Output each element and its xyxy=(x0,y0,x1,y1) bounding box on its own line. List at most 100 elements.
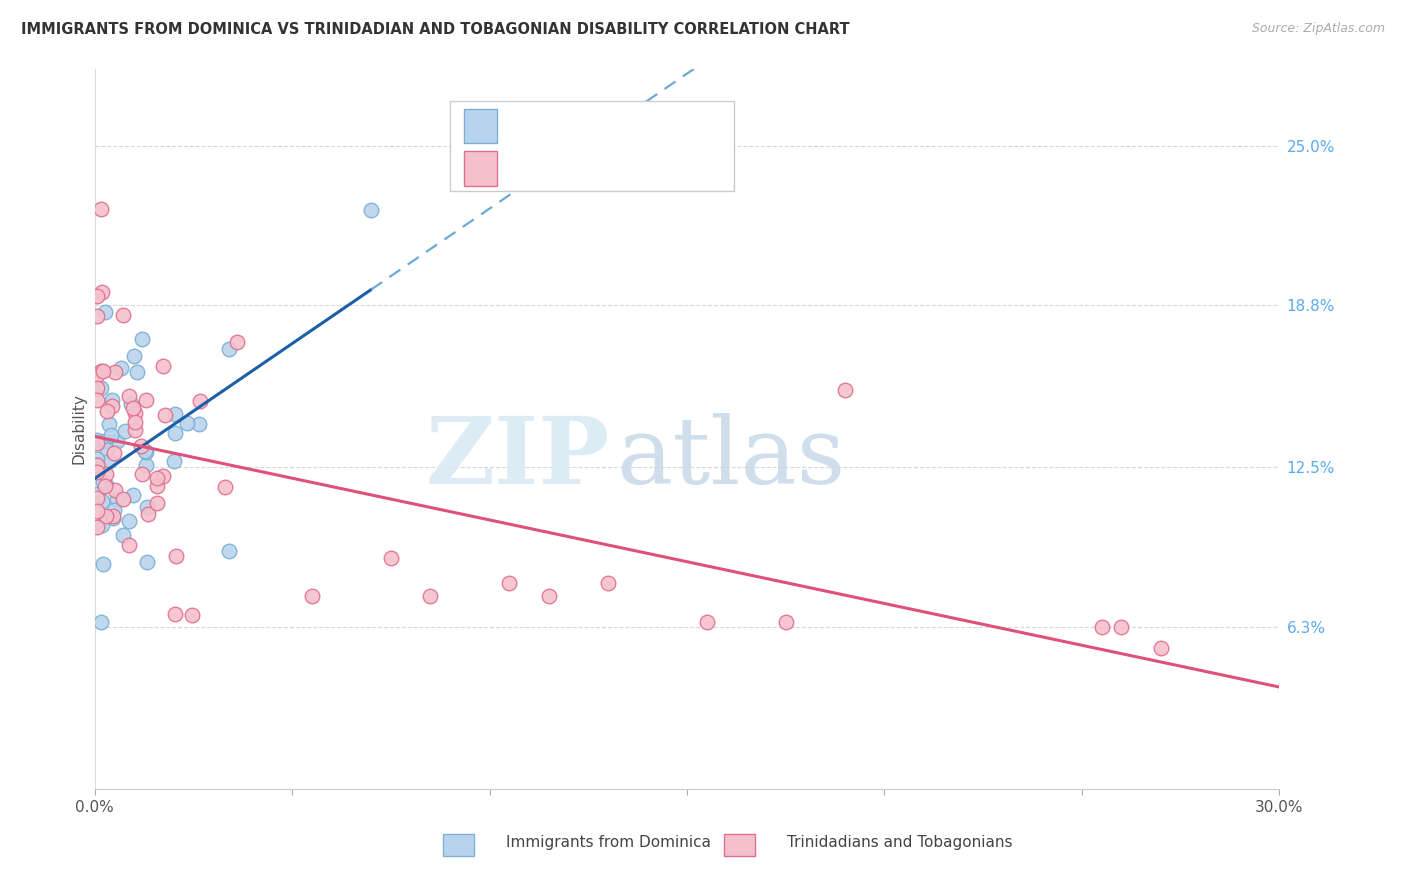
Point xyxy=(105,491,128,506)
Point xyxy=(135,458,157,473)
Point xyxy=(98,454,121,468)
Point xyxy=(122,401,145,416)
Text: Trinidadians and Tobagonians: Trinidadians and Tobagonians xyxy=(787,836,1012,850)
Text: ZIP: ZIP xyxy=(426,413,610,503)
Point xyxy=(122,349,145,363)
Point xyxy=(86,392,108,407)
Point xyxy=(163,426,186,441)
Point xyxy=(163,453,186,467)
Point xyxy=(165,549,187,563)
Text: Source: ZipAtlas.com: Source: ZipAtlas.com xyxy=(1251,22,1385,36)
Point xyxy=(124,415,146,429)
Point xyxy=(86,433,108,447)
Point xyxy=(90,364,112,378)
Point xyxy=(103,508,125,523)
Point xyxy=(90,615,112,629)
Point xyxy=(131,467,153,482)
Point xyxy=(91,557,114,571)
Point xyxy=(86,435,108,450)
Text: 60: 60 xyxy=(688,160,711,178)
FancyBboxPatch shape xyxy=(464,152,498,186)
Point xyxy=(834,383,856,397)
Text: Immigrants from Dominica: Immigrants from Dominica xyxy=(506,836,711,850)
Point xyxy=(100,428,122,442)
Point xyxy=(226,335,249,350)
Text: R =: R = xyxy=(508,160,543,178)
Point xyxy=(103,510,125,524)
Point xyxy=(180,607,202,622)
Point xyxy=(121,488,143,502)
Point xyxy=(1111,620,1133,634)
Point xyxy=(187,417,209,432)
Point xyxy=(153,408,176,422)
Point xyxy=(152,469,174,483)
Point xyxy=(118,389,141,403)
Point xyxy=(89,460,111,475)
Point xyxy=(96,442,118,457)
Point xyxy=(97,417,120,432)
Point xyxy=(124,423,146,437)
Point xyxy=(96,404,118,418)
Point xyxy=(94,508,117,523)
Point xyxy=(112,308,135,322)
Point xyxy=(91,475,114,490)
Point xyxy=(90,517,112,532)
Point xyxy=(129,439,152,453)
Point xyxy=(91,493,114,508)
Point xyxy=(125,365,148,379)
Point xyxy=(380,550,402,565)
Point xyxy=(101,399,124,413)
Point xyxy=(86,463,108,477)
Point xyxy=(498,576,520,591)
Point xyxy=(165,607,187,621)
Point xyxy=(145,496,167,510)
Point xyxy=(301,589,323,603)
Point xyxy=(118,514,141,528)
Point xyxy=(696,615,718,629)
Point xyxy=(537,589,560,603)
Point xyxy=(90,202,112,216)
Point xyxy=(86,458,108,472)
Point xyxy=(86,491,108,505)
Point xyxy=(188,394,211,409)
Point xyxy=(218,342,240,356)
Point xyxy=(94,479,117,493)
Point xyxy=(112,491,135,506)
Point xyxy=(111,528,134,542)
Point xyxy=(214,480,236,494)
Point xyxy=(90,380,112,394)
Point xyxy=(86,381,108,395)
Point xyxy=(360,203,382,218)
Point xyxy=(86,465,108,479)
Point xyxy=(94,478,117,492)
Point xyxy=(136,508,159,522)
Point xyxy=(86,458,108,472)
Point xyxy=(145,471,167,485)
Point xyxy=(118,538,141,552)
Point xyxy=(103,503,125,517)
Point xyxy=(218,544,240,558)
Point xyxy=(114,425,136,439)
Point xyxy=(86,368,108,383)
Point xyxy=(775,615,797,629)
Point xyxy=(94,304,117,318)
Point xyxy=(134,444,156,458)
Point xyxy=(135,556,157,570)
FancyBboxPatch shape xyxy=(450,101,734,191)
Point xyxy=(135,393,157,408)
Point xyxy=(110,361,132,376)
Text: IMMIGRANTS FROM DOMINICA VS TRINIDADIAN AND TOBAGONIAN DISABILITY CORRELATION CH: IMMIGRANTS FROM DOMINICA VS TRINIDADIAN … xyxy=(21,22,849,37)
Point xyxy=(124,406,146,420)
Point xyxy=(91,364,114,378)
Y-axis label: Disability: Disability xyxy=(72,393,86,464)
Text: atlas: atlas xyxy=(616,413,845,503)
Point xyxy=(136,500,159,515)
Point xyxy=(104,483,127,498)
Point xyxy=(86,452,108,467)
Point xyxy=(101,392,124,407)
Text: N =: N = xyxy=(631,160,679,178)
Point xyxy=(87,487,110,501)
Text: 0.088: 0.088 xyxy=(561,117,620,136)
Point xyxy=(105,434,128,448)
Point xyxy=(163,407,186,421)
